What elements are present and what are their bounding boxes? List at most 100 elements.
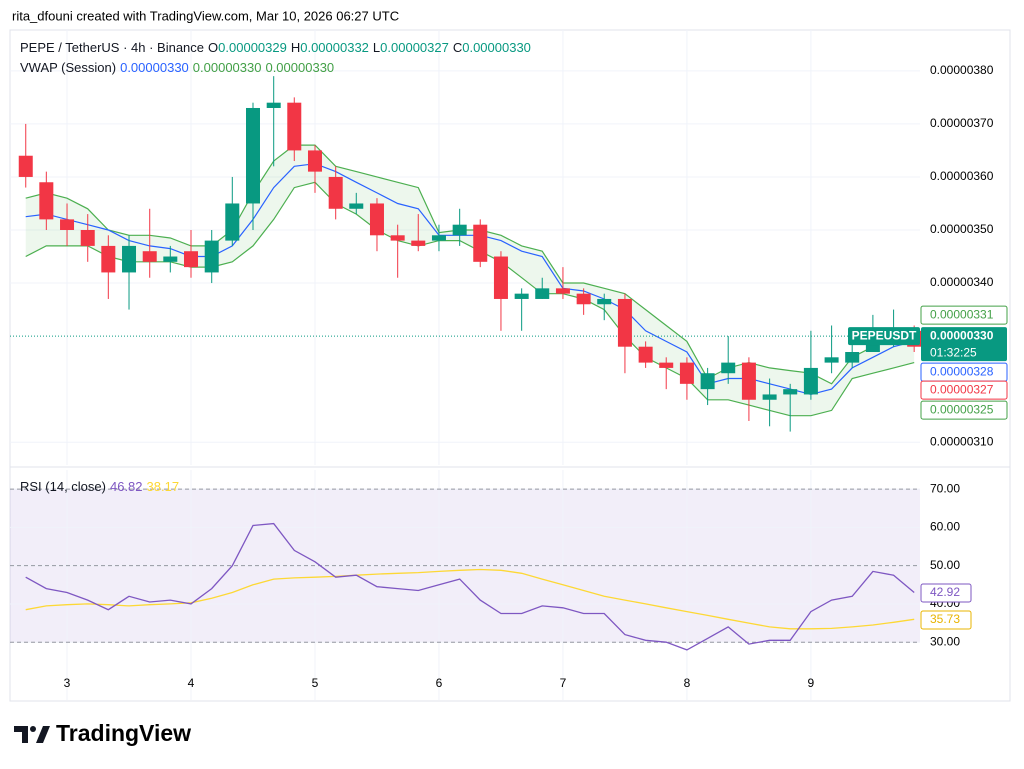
candle-body xyxy=(865,341,880,353)
rsi-name: RSI (14, close) xyxy=(20,479,106,494)
price-label: 0.00000325 xyxy=(930,402,994,416)
candle-body xyxy=(597,298,612,305)
candle-body xyxy=(225,203,240,241)
y-tick-label: 0.00000350 xyxy=(930,222,994,236)
y-tick-label: 70.00 xyxy=(930,481,960,495)
price-label-box xyxy=(920,400,1008,420)
symbol-box xyxy=(848,327,920,346)
candle-body xyxy=(824,357,839,363)
candle-body xyxy=(184,251,199,268)
candle-body xyxy=(700,373,715,390)
price-label: 0.00000331 xyxy=(930,307,994,321)
candle-body xyxy=(411,240,426,246)
candle-body xyxy=(369,203,384,236)
ohlc-value: 0.00000332 xyxy=(300,40,369,55)
rsi-value: 38.17 xyxy=(146,479,180,494)
candle-body xyxy=(783,389,798,395)
candle-body xyxy=(390,235,405,241)
candle-body xyxy=(266,102,281,108)
y-tick-label: 0.00000370 xyxy=(930,116,994,130)
candle-body xyxy=(762,394,777,400)
symbol-title: PEPE / TetherUS · 4h · Binance xyxy=(20,40,205,55)
y-tick-label: 0.00000380 xyxy=(930,63,994,77)
price-label: 0.00000327 xyxy=(930,382,994,396)
candle-body xyxy=(142,251,157,262)
candle-body xyxy=(39,182,54,220)
candle-body xyxy=(60,219,75,230)
x-tick-label: 6 xyxy=(436,676,443,690)
candle-body xyxy=(349,203,364,209)
ohlc-key: C xyxy=(452,40,463,55)
last-price: 0.00000330 xyxy=(930,328,994,342)
candle-body xyxy=(328,176,343,209)
rsi-legend: RSI (14, close) 46.82 38.17 xyxy=(20,479,183,494)
indicator-value: 0.00000330 xyxy=(192,60,262,75)
ohlc-value: 0.00000327 xyxy=(380,40,449,55)
y-tick-label: 0.00000340 xyxy=(930,275,994,289)
ohlc-value: 0.00000329 xyxy=(218,40,287,55)
candle-body xyxy=(287,102,302,151)
ohlc-key: L xyxy=(372,40,381,55)
value-label: 42.92 xyxy=(930,585,960,599)
candle-body xyxy=(452,224,467,236)
candle-body xyxy=(845,352,860,363)
main-legend: PEPE / TetherUS · 4h · Binance O0.0000032… xyxy=(20,40,535,55)
candle-body xyxy=(473,224,488,262)
candle-body xyxy=(514,293,529,299)
candle-body xyxy=(721,362,736,374)
candle-body xyxy=(535,288,550,299)
price-label-box xyxy=(920,305,1008,325)
y-tick-label: 50.00 xyxy=(930,558,960,572)
x-tick-label: 9 xyxy=(808,676,815,690)
brand-name: TradingView xyxy=(56,720,191,746)
y-tick-label: 0.00000360 xyxy=(930,169,994,183)
rsi-value: 46.82 xyxy=(109,479,143,494)
y-tick-label: 60.00 xyxy=(930,520,960,534)
candle-body xyxy=(803,367,818,395)
candle-body xyxy=(307,150,322,172)
price-box xyxy=(921,327,1007,362)
candle-body xyxy=(18,155,33,177)
candle-body xyxy=(741,362,756,400)
frame xyxy=(9,29,1011,702)
candle-body xyxy=(431,235,446,241)
vwap-line xyxy=(25,181,915,417)
candle-body xyxy=(80,229,95,246)
indicator-name: VWAP (Session) xyxy=(20,60,117,75)
value-label: 35.73 xyxy=(930,612,960,626)
candle-body xyxy=(576,293,591,305)
candle-body xyxy=(163,256,178,262)
logo xyxy=(14,726,50,743)
ohlc-key: O xyxy=(208,40,219,55)
countdown: 01:32:25 xyxy=(930,345,977,359)
rsi-line xyxy=(25,568,915,630)
ohlc-key: H xyxy=(290,40,301,55)
price-label: 0.00000328 xyxy=(930,364,994,378)
candle-body xyxy=(638,346,653,363)
x-tick-label: 5 xyxy=(312,676,319,690)
ohlc-value: 0.00000330 xyxy=(462,40,531,55)
x-tick-label: 8 xyxy=(684,676,691,690)
candle-body xyxy=(122,245,137,273)
indicator-value: 0.00000330 xyxy=(265,60,335,75)
candle-body xyxy=(555,288,570,294)
x-tick-label: 7 xyxy=(560,676,567,690)
last-price-tag: PEPEUSDT 0.00000330 01:32:25 xyxy=(848,327,1007,362)
x-tick-label: 4 xyxy=(188,676,195,690)
candle-body xyxy=(101,245,116,273)
candle-body xyxy=(617,298,632,347)
candle-body xyxy=(493,256,508,299)
value-label-box xyxy=(920,610,972,630)
price-label-box xyxy=(920,380,1008,400)
candle-body xyxy=(204,240,219,273)
symbol: PEPEUSDT xyxy=(852,328,917,342)
attribution: rita_dfouni created with TradingView.com… xyxy=(12,8,399,23)
candle-body xyxy=(245,107,260,204)
vwap-line xyxy=(25,144,915,385)
candle-body xyxy=(679,362,694,384)
indicator-value: 0.00000330 xyxy=(120,60,189,75)
x-tick-label: 3 xyxy=(64,676,71,690)
y-tick-label: 30.00 xyxy=(930,634,960,648)
